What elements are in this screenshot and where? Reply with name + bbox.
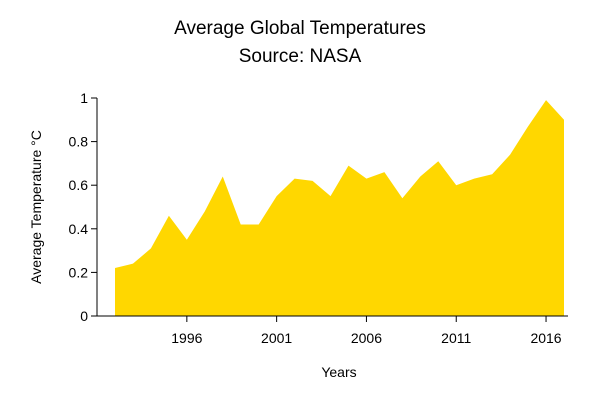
area-series <box>115 100 564 317</box>
y-tick-label: 0.6 <box>69 177 89 193</box>
chart-title: Average Global Temperatures <box>174 18 426 39</box>
x-tick-label: 1996 <box>171 330 202 346</box>
x-tick-label: 2001 <box>261 330 292 346</box>
y-axis-label: Average Temperature °C <box>28 130 44 284</box>
y-tick-label: 0.4 <box>69 221 89 237</box>
y-tick-label: 0.8 <box>69 134 89 150</box>
x-tick-label: 2016 <box>530 330 561 346</box>
y-tick-label: 0 <box>80 308 88 324</box>
x-tick-label: 2011 <box>441 330 471 346</box>
y-tick-label: 0.2 <box>69 264 89 280</box>
x-tick-label: 2006 <box>351 330 382 346</box>
x-axis-label: Years <box>321 364 356 380</box>
chart-subtitle: Source: NASA <box>239 46 362 67</box>
y-tick-label: 1 <box>80 90 88 106</box>
